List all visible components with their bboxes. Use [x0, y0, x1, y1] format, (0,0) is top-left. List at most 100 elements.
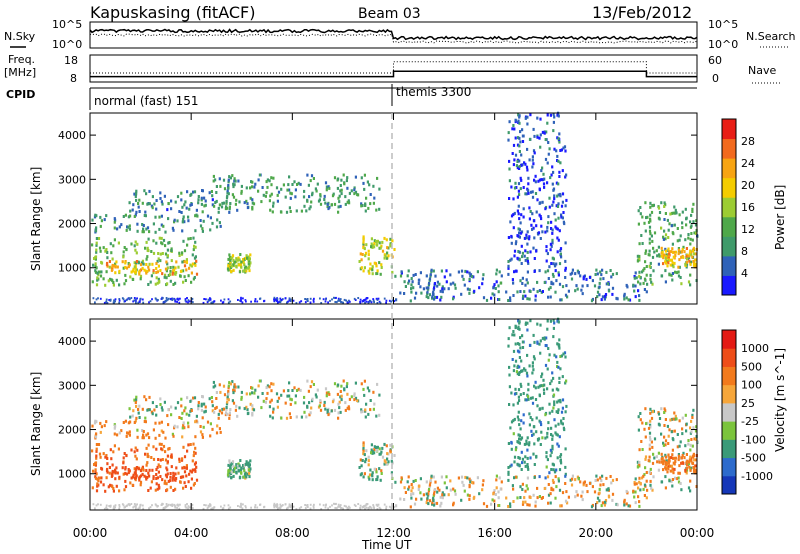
- velocity-cell: [234, 385, 237, 389]
- power-ground-cell: [319, 297, 321, 300]
- velocity-cell: [526, 463, 529, 466]
- velocity-cell: [512, 403, 515, 407]
- power-cell: [549, 286, 552, 290]
- velocity-ground-cell: [331, 504, 333, 507]
- power-cell: [452, 295, 455, 299]
- power-cell: [306, 198, 309, 202]
- velocity-cell: [104, 455, 107, 459]
- power-ground-cell: [335, 301, 338, 304]
- velocity-colorbar-tick: -500: [741, 452, 766, 465]
- velocity-cell: [95, 449, 98, 453]
- power-cell: [518, 217, 521, 221]
- power-cell: [532, 246, 535, 250]
- power-cell: [611, 286, 615, 290]
- power-cell: [648, 237, 651, 241]
- velocity-cell: [116, 471, 119, 475]
- power-ground-cell: [177, 298, 180, 301]
- power-cell: [229, 260, 232, 264]
- velocity-cell: [387, 452, 390, 456]
- velocity-cell: [658, 460, 661, 464]
- power-cell: [228, 207, 231, 211]
- power-cell: [692, 259, 695, 263]
- power-cell: [133, 261, 136, 265]
- power-cell: [326, 205, 329, 209]
- power-cell: [469, 274, 472, 278]
- velocity-cell: [687, 439, 690, 442]
- velocity-cell: [519, 496, 522, 499]
- power-cell: [660, 274, 663, 278]
- velocity-cell: [257, 395, 260, 399]
- velocity-cell: [643, 494, 646, 497]
- velocity-cell: [534, 380, 537, 384]
- power-cell: [222, 201, 226, 205]
- power-cell: [512, 197, 515, 201]
- velocity-cell: [333, 408, 337, 412]
- velocity-cell: [197, 404, 200, 408]
- power-cell: [499, 281, 502, 285]
- power-cell: [280, 210, 283, 214]
- power-cell: [520, 213, 523, 217]
- power-cell: [510, 241, 513, 245]
- power-cell: [538, 136, 541, 140]
- power-cell: [306, 173, 309, 177]
- velocity-cell: [275, 392, 279, 396]
- power-cell: [157, 277, 160, 281]
- power-ground-cell: [287, 300, 289, 303]
- power-cell: [519, 187, 522, 191]
- power-cell: [218, 203, 221, 207]
- power-cell: [464, 269, 467, 273]
- velocity-cell: [367, 463, 370, 467]
- power-cell: [249, 261, 252, 265]
- power-cell: [599, 277, 602, 281]
- nave-tick-bottom: 0: [712, 72, 719, 85]
- velocity-cell: [372, 407, 375, 411]
- velocity-cell: [100, 466, 103, 470]
- power-cell: [692, 220, 695, 224]
- velocity-cell: [552, 326, 555, 330]
- velocity-cell: [670, 417, 674, 421]
- power-cell: [633, 289, 636, 293]
- power-ground-cell: [122, 298, 125, 301]
- power-cell: [507, 236, 510, 239]
- velocity-ground-cell: [203, 504, 206, 506]
- power-cell: [171, 272, 174, 276]
- power-cell: [428, 277, 432, 281]
- velocity-cell: [183, 409, 186, 413]
- power-ground-cell: [354, 299, 357, 301]
- power-cell: [688, 259, 691, 263]
- power-cell: [556, 227, 559, 231]
- velocity-cell: [531, 371, 534, 375]
- velocity-cell: [514, 448, 517, 452]
- velocity-cell: [378, 413, 381, 417]
- velocity-cell: [135, 474, 138, 478]
- velocity-cell: [181, 435, 184, 439]
- velocity-cell: [461, 480, 464, 484]
- velocity-cell: [519, 382, 522, 386]
- power-cell: [507, 264, 510, 268]
- velocity-cell: [191, 459, 194, 463]
- power-cell: [142, 262, 145, 266]
- velocity-cell: [289, 416, 292, 419]
- power-ground-cell: [348, 299, 350, 302]
- velocity-cell: [427, 492, 430, 496]
- velocity-cell: [354, 381, 357, 385]
- velocity-cell: [100, 476, 103, 480]
- power-cell: [596, 272, 599, 276]
- velocity-cell: [178, 460, 181, 463]
- power-cell: [163, 194, 166, 198]
- power-cell: [462, 277, 465, 281]
- velocity-cell: [639, 412, 642, 415]
- velocity-cell: [121, 466, 124, 470]
- velocity-cell: [457, 476, 460, 480]
- velocity-cell: [524, 455, 527, 459]
- power-ground-cell: [174, 300, 177, 303]
- velocity-cell: [535, 455, 538, 459]
- power-cell: [527, 176, 530, 180]
- power-cell: [671, 247, 674, 251]
- velocity-cell: [122, 472, 125, 476]
- power-cell: [685, 255, 688, 259]
- power-cell: [535, 210, 538, 214]
- power-cell: [558, 229, 561, 233]
- power-cell: [309, 179, 312, 183]
- velocity-cell: [551, 444, 554, 448]
